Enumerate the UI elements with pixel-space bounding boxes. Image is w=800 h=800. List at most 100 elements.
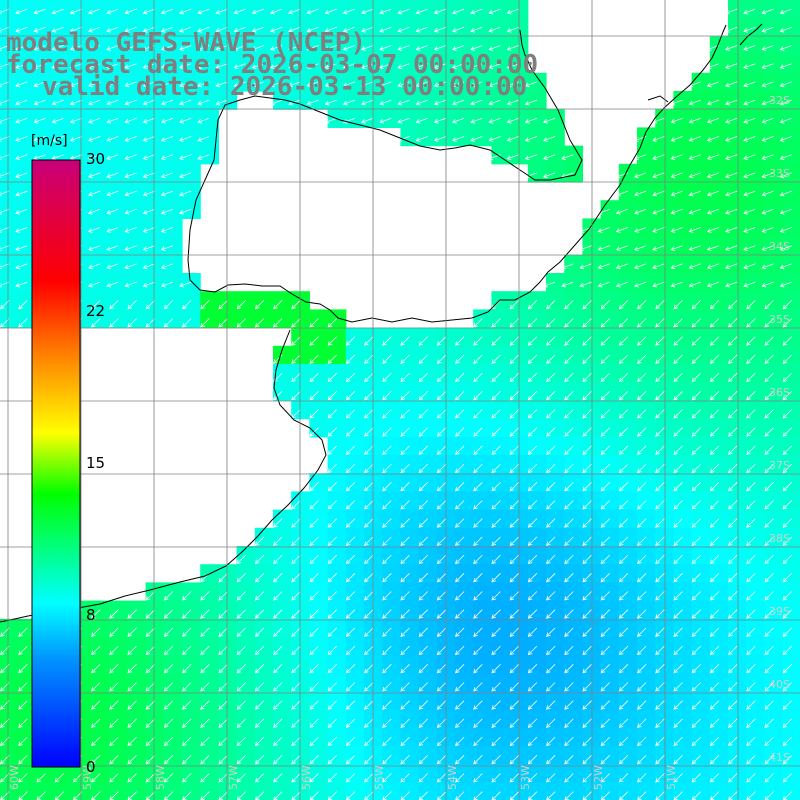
wind-arrow [200, 627, 210, 637]
wind-arrow [709, 391, 720, 401]
wind-arrow [382, 664, 392, 674]
wind-arrow [415, 63, 428, 69]
wind-arrow [400, 718, 410, 728]
field-cell [309, 36, 329, 56]
field-cell [327, 364, 347, 383]
field-cell [455, 746, 474, 765]
field-cell [327, 764, 347, 784]
wind-arrow [709, 609, 720, 619]
field-cell [382, 746, 401, 765]
wind-arrow [637, 664, 647, 674]
wind-arrow [455, 463, 465, 474]
field-cell [691, 436, 711, 456]
wind-arrow [691, 664, 701, 674]
wind-arrow [473, 518, 483, 528]
field-cell [473, 546, 492, 565]
wind-arrow [509, 427, 519, 437]
wind-arrow [673, 336, 683, 346]
field-cell [345, 527, 365, 547]
wind-arrow [163, 591, 174, 601]
field-cell [18, 72, 37, 92]
field-cell [473, 564, 492, 583]
field-cell [527, 109, 547, 128]
field-cell [455, 364, 474, 383]
field-cell [637, 509, 656, 529]
field-cell [527, 709, 547, 729]
lon-label: 56W [300, 765, 313, 790]
field-cell [291, 54, 310, 74]
field-cell [527, 764, 547, 784]
wind-arrow [382, 463, 392, 474]
wind-arrow [743, 136, 756, 142]
field-cell [345, 582, 365, 602]
wind-arrow [761, 245, 774, 251]
wind-arrow [15, 245, 28, 251]
field-cell [746, 109, 765, 128]
colorbar-tick-22: 22 [86, 302, 106, 320]
wind-arrow [728, 682, 738, 692]
wind-arrow [215, 81, 228, 88]
wind-arrow [400, 554, 410, 565]
wind-arrow [491, 372, 501, 383]
field-cell [491, 691, 511, 711]
wind-arrow [452, 45, 465, 51]
field-cell [291, 18, 310, 37]
forecast-date: forecast date: 2026-03-07 00:00:00 [6, 50, 539, 80]
wind-arrow [728, 427, 738, 437]
wind-arrow [725, 227, 738, 233]
wind-arrow [418, 645, 428, 656]
field-cell [309, 418, 329, 438]
field-cell [600, 746, 620, 765]
wind-arrow [725, 8, 738, 15]
field-cell [473, 473, 492, 492]
wind-arrow [564, 445, 574, 455]
wind-arrow [145, 736, 155, 747]
wind-arrow [728, 354, 738, 364]
wind-arrow [491, 354, 501, 364]
field-cell [127, 709, 147, 729]
wind-arrow [382, 554, 392, 565]
field-cell [564, 546, 583, 565]
wind-arrow [673, 700, 683, 710]
field-cell [728, 600, 747, 620]
wind-arrow [673, 300, 683, 310]
field-cell [637, 673, 656, 693]
field-cell [18, 764, 37, 784]
field-cell [145, 691, 165, 711]
field-cell [527, 637, 547, 656]
field-cell [127, 673, 147, 693]
field-cell [746, 36, 765, 56]
field-cell [218, 36, 238, 56]
wind-arrow [634, 245, 647, 251]
field-cell [145, 18, 165, 37]
wind-arrow [455, 682, 465, 692]
field-cell [637, 582, 656, 602]
wind-arrow [746, 645, 756, 656]
field-cell [91, 618, 110, 638]
field-cell [127, 54, 147, 74]
field-cell [546, 509, 565, 529]
wind-arrow [782, 391, 792, 401]
wind-arrow [506, 81, 519, 88]
field-cell [618, 218, 638, 238]
wind-arrow [218, 755, 228, 765]
field-cell [709, 72, 729, 92]
field-cell [327, 345, 347, 365]
wind-arrow [364, 445, 374, 455]
wind-arrow [415, 8, 428, 15]
wind-arrow [743, 227, 756, 233]
wind-arrow [179, 45, 192, 51]
wind-arrow [706, 208, 720, 215]
wind-arrow [488, 117, 501, 124]
wind-arrow [254, 554, 265, 565]
wind-arrow [655, 664, 665, 674]
wind-arrow [782, 627, 792, 637]
field-cell [527, 728, 547, 747]
wind-arrow [782, 500, 792, 510]
wind-arrow [546, 391, 556, 401]
field-cell [91, 127, 110, 147]
field-cell [764, 218, 784, 238]
field-cell [746, 218, 765, 238]
field-cell [709, 564, 729, 583]
wind-arrow [51, 26, 64, 33]
